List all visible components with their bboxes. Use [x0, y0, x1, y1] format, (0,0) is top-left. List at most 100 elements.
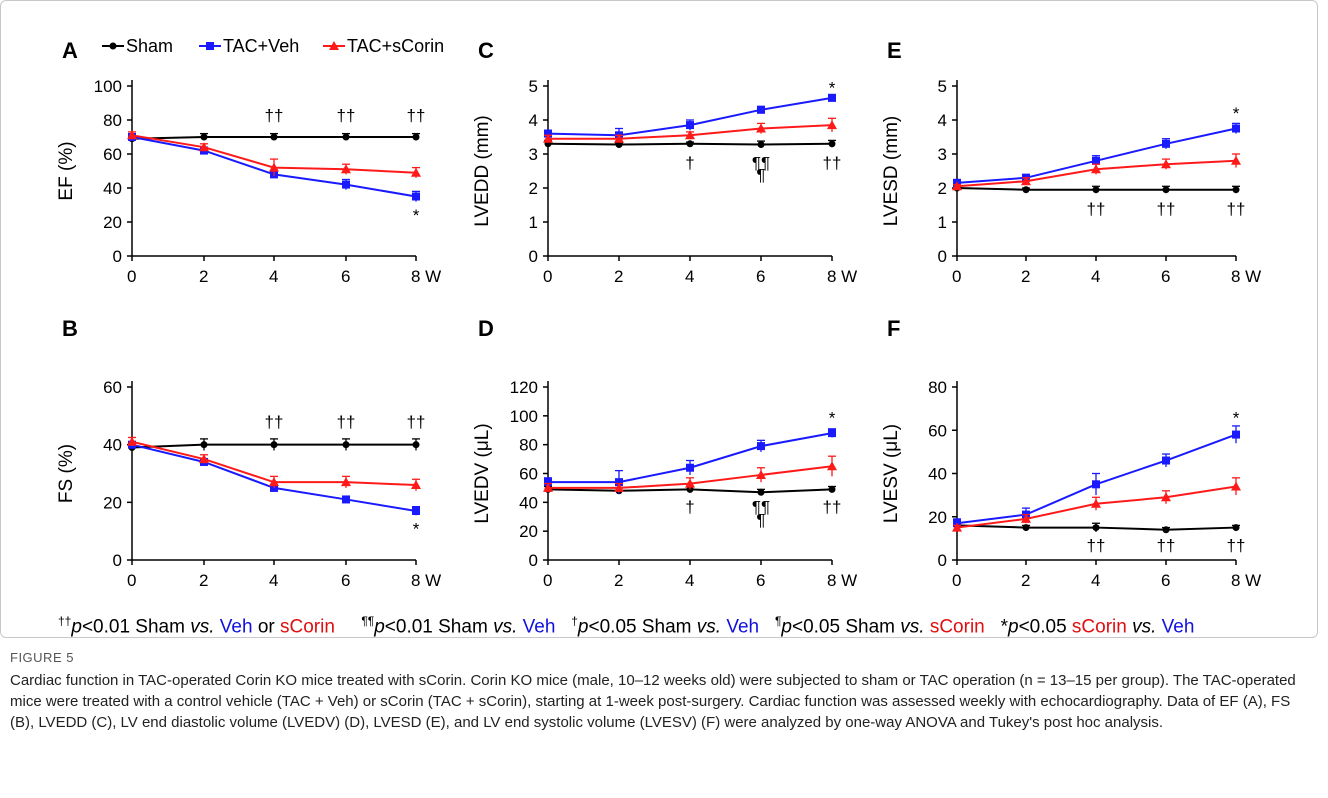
footnote-text: vs. [900, 616, 925, 638]
data-point [269, 162, 279, 172]
y-tick-label: 100 [94, 77, 122, 96]
significance-footnote: ††p<0.01 Sham vs. Veh or sCorin ¶¶p<0.01… [58, 614, 1194, 638]
y-tick-label: 100 [510, 407, 538, 426]
y-tick-label: 0 [529, 247, 538, 266]
footnote-symbol: ¶ [774, 614, 782, 628]
footnote-text: p [71, 616, 82, 638]
y-tick-label: 40 [103, 179, 122, 198]
data-point [270, 133, 278, 141]
data-point [544, 478, 552, 487]
data-point [1022, 524, 1030, 532]
data-point [756, 469, 766, 479]
x-tick-label: 0 [952, 571, 961, 590]
footnote-text: <0.01 Sham [384, 616, 494, 638]
x-tick-label: 4 [685, 571, 694, 590]
significance-mark: †† [407, 413, 426, 432]
panel-label: D [478, 316, 494, 341]
data-point [341, 477, 351, 487]
significance-mark: * [1233, 408, 1240, 427]
footnote-text: <0.05 [1018, 616, 1072, 638]
x-tick-label: 6 [756, 571, 765, 590]
data-point [1092, 186, 1100, 194]
data-point [1091, 164, 1101, 174]
data-point [412, 506, 420, 515]
footnote-text: p [781, 616, 792, 638]
data-point [411, 167, 421, 177]
data-point [412, 441, 420, 449]
y-tick-label: 5 [529, 77, 538, 96]
footnote-text: Veh [219, 616, 253, 638]
significance-mark: †† [265, 413, 284, 432]
x-tick-label: 2 [199, 267, 208, 286]
data-point [1022, 186, 1030, 194]
significance-mark: * [829, 79, 836, 98]
significance-mark: * [829, 408, 836, 427]
data-point [1092, 524, 1100, 532]
x-tick-label: 4 [269, 571, 278, 590]
footnote-symbol: †† [58, 614, 72, 628]
data-point [412, 133, 420, 141]
y-axis-label: EF (%) [56, 141, 77, 200]
data-point [411, 480, 421, 490]
data-point [1091, 498, 1101, 508]
y-tick-label: 0 [938, 247, 947, 266]
y-tick-label: 40 [928, 465, 947, 484]
data-point [686, 463, 694, 472]
footnote-text: <0.05 Sham [588, 616, 697, 638]
data-point [1021, 513, 1031, 523]
data-point [199, 142, 209, 152]
footnote-symbol: * [1000, 616, 1008, 638]
data-point [1161, 159, 1171, 169]
panel-A: A 0 20 40 60 80 100 0 2 4 6 8 W EF (%) †† †† †† * [56, 38, 441, 286]
data-point [952, 522, 962, 532]
significance-mark: †† [1157, 536, 1176, 555]
legend-label: Sham [126, 36, 173, 56]
panel-D: D 0 20 40 60 80 100 120 0 2 4 6 8 W LVEDV (μL) * † ¶¶¶ †† [472, 316, 857, 590]
significance-mark: †† [1227, 536, 1246, 555]
data-point [341, 164, 351, 174]
footnote-text: p [1007, 616, 1019, 638]
panel-C: C 0 1 2 3 4 5 0 2 4 6 8 W LVEDD (mm) * † ¶¶¶ †† [472, 38, 857, 286]
x-tick-label: 2 [1021, 267, 1030, 286]
data-point [827, 120, 837, 130]
data-point [1162, 186, 1170, 194]
y-tick-label: 4 [529, 111, 538, 130]
footnote-text: sCorin [1071, 616, 1127, 638]
data-point [342, 441, 350, 449]
y-axis-label: LVESV (μL) [881, 424, 902, 523]
significance-mark: * [413, 206, 420, 225]
x-tick-label: 2 [614, 571, 623, 590]
y-tick-label: 40 [103, 436, 122, 455]
data-point [199, 454, 209, 464]
data-point [342, 495, 350, 504]
data-point [1021, 176, 1031, 186]
data-point [952, 181, 962, 191]
data-point [614, 482, 624, 492]
data-point [1092, 156, 1100, 165]
footnote-text: <0.01 Sham [81, 616, 191, 638]
x-tick-label: 8 W [827, 571, 857, 590]
data-point [200, 133, 208, 141]
figure-caption: Cardiac function in TAC-operated Corin K… [10, 672, 1296, 731]
data-point [757, 488, 765, 496]
y-tick-label: 0 [938, 551, 947, 570]
significance-mark: * [413, 519, 420, 538]
significance-mark: † [685, 498, 694, 517]
y-tick-label: 60 [928, 421, 947, 440]
panel-F: F 0 20 40 60 80 0 2 4 6 8 W LVESV (μL) * †† †† †† [881, 316, 1261, 590]
panel-label: B [62, 316, 78, 341]
data-point [543, 133, 553, 143]
data-point [1231, 155, 1241, 165]
data-point [615, 140, 623, 148]
x-tick-label: 4 [269, 267, 278, 286]
data-point [1232, 186, 1240, 194]
footnote-text: sCorin [280, 616, 335, 638]
significance-mark: †† [823, 498, 842, 517]
significance-mark: ¶ [756, 511, 765, 530]
data-point [127, 436, 137, 446]
legend-marker [329, 41, 339, 50]
x-tick-label: 0 [543, 267, 552, 286]
data-point [1232, 124, 1240, 133]
x-tick-label: 4 [1091, 267, 1100, 286]
significance-mark: †† [407, 106, 426, 125]
